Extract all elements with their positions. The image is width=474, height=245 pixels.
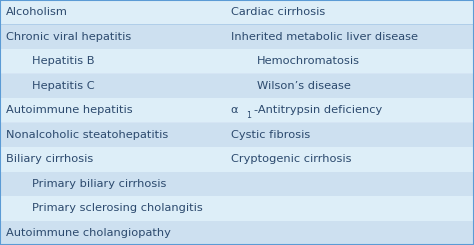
Text: Inherited metabolic liver disease: Inherited metabolic liver disease — [231, 32, 418, 42]
Text: Primary biliary cirrhosis: Primary biliary cirrhosis — [32, 179, 166, 189]
Text: Primary sclerosing cholangitis: Primary sclerosing cholangitis — [32, 203, 202, 213]
Bar — [0, 122, 474, 147]
Text: Autoimmune cholangiopathy: Autoimmune cholangiopathy — [6, 228, 171, 238]
Text: Cardiac cirrhosis: Cardiac cirrhosis — [231, 7, 325, 17]
Text: Hepatitis B: Hepatitis B — [32, 56, 94, 66]
Text: Autoimmune hepatitis: Autoimmune hepatitis — [6, 105, 132, 115]
Bar — [0, 220, 474, 221]
Text: -Antitrypsin deficiency: -Antitrypsin deficiency — [254, 105, 382, 115]
Bar — [0, 24, 474, 25]
Bar — [0, 220, 474, 245]
Text: Cystic fibrosis: Cystic fibrosis — [231, 130, 310, 140]
Bar — [0, 122, 474, 123]
Text: α: α — [231, 105, 238, 115]
Text: Hepatitis C: Hepatitis C — [32, 81, 94, 91]
Bar — [0, 196, 474, 220]
Bar — [0, 172, 474, 196]
Text: Chronic viral hepatitis: Chronic viral hepatitis — [6, 32, 131, 42]
Text: Biliary cirrhosis: Biliary cirrhosis — [6, 154, 93, 164]
Text: Nonalcoholic steatohepatitis: Nonalcoholic steatohepatitis — [6, 130, 168, 140]
Text: Wilson’s disease: Wilson’s disease — [257, 81, 351, 91]
Bar — [0, 24, 474, 49]
Bar — [0, 147, 474, 172]
Text: 1: 1 — [246, 111, 252, 120]
Bar — [0, 0, 474, 24]
Bar — [0, 74, 474, 98]
Text: Cryptogenic cirrhosis: Cryptogenic cirrhosis — [231, 154, 351, 164]
Bar — [0, 49, 474, 74]
Bar — [0, 98, 474, 122]
Text: Alcoholism: Alcoholism — [6, 7, 68, 17]
Text: Hemochromatosis: Hemochromatosis — [257, 56, 360, 66]
